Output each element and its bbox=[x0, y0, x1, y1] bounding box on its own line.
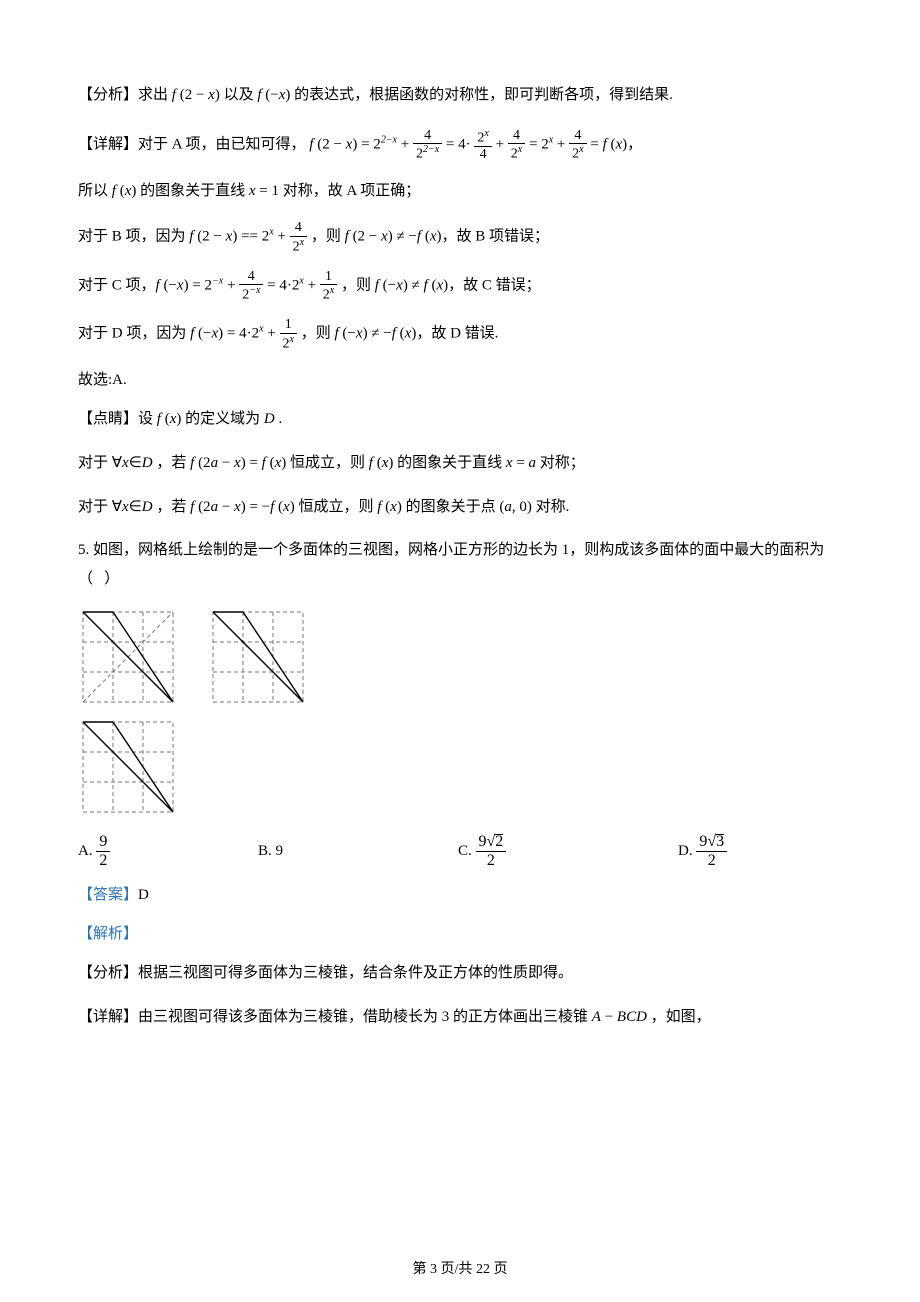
q4-conclude: 故选:A. bbox=[78, 366, 842, 395]
q5-answer: 【答案】D bbox=[78, 881, 842, 910]
q5-detail: 【详解】由三视图可得该多面体为三棱锥，借助棱长为 3 的正方体画出三棱锥 A −… bbox=[78, 1002, 842, 1032]
q5-option-D: D. 9√32 bbox=[678, 833, 727, 869]
q5-views-row1 bbox=[78, 607, 842, 707]
opt-label: D. bbox=[678, 843, 693, 860]
q4-hint-1: 【点睛】设 f (x) 的定义域为 D . bbox=[78, 404, 842, 434]
q5-jiexi: 【解析】 bbox=[78, 920, 842, 949]
q5-view-1 bbox=[78, 607, 178, 707]
q5-number: 5. bbox=[78, 542, 89, 558]
q5-options: A. 92 B. 9 C. 9√22 D. 9√32 bbox=[78, 833, 842, 869]
q5-analysis: 【分析】根据三视图可得多面体为三棱锥，结合条件及正方体的性质即得。 bbox=[78, 958, 842, 988]
q5-option-A: A. 92 bbox=[78, 833, 258, 869]
opt-label: A. bbox=[78, 843, 93, 860]
q4-detail-C: 对于 C 项，f (−x) = 2−x + 42−x = 4·2x + 12x … bbox=[78, 269, 842, 303]
heading-analysis: 【分析】 bbox=[78, 965, 138, 981]
q4-hint-3: 对于 ∀x∈D ，若 f (2a − x) = −f (x) 恒成立，则 f (… bbox=[78, 492, 842, 522]
opt-label: C. bbox=[458, 843, 472, 860]
q5-stem: 5. 如图，网格纸上绘制的是一个多面体的三视图，网格小正方形的边长为 1，则构成… bbox=[78, 536, 842, 593]
heading-hint: 【点睛】 bbox=[78, 411, 138, 427]
q4-detail-A1: 【详解】对于 A 项，由已知可得， f (2 − x) = 22−x + 422… bbox=[78, 128, 842, 162]
q5-option-B: B. 9 bbox=[258, 833, 458, 869]
heading-analysis: 【分析】 bbox=[78, 87, 138, 103]
q4-analysis: 【分析】求出 f (2 − x) 以及 f (−x) 的表达式，根据函数的对称性… bbox=[78, 80, 842, 110]
q4-hint-2: 对于 ∀x∈D ，若 f (2a − x) = f (x) 恒成立，则 f (x… bbox=[78, 448, 842, 478]
heading-detail: 【详解】 bbox=[78, 1009, 138, 1025]
q4-detail-A2: 所以 f (x) 的图象关于直线 x = 1 对称，故 A 项正确； bbox=[78, 176, 842, 206]
heading-detail: 【详解】 bbox=[78, 137, 138, 153]
page-footer: 第 3 页/共 22 页 bbox=[0, 1258, 920, 1278]
q4-detail-B: 对于 B 项，因为 f (2 − x) == 2x + 42x ，则 f (2 … bbox=[78, 220, 842, 254]
q4-detail-D: 对于 D 项，因为 f (−x) = 4·2x + 12x ，则 f (−x) … bbox=[78, 317, 842, 351]
opt-label: B. bbox=[258, 843, 272, 860]
q5-view-2 bbox=[208, 607, 308, 707]
q5-view-3 bbox=[78, 717, 178, 817]
heading-answer: 【答案】 bbox=[78, 887, 138, 903]
q5-views-row2 bbox=[78, 717, 842, 817]
q5-option-C: C. 9√22 bbox=[458, 833, 678, 869]
